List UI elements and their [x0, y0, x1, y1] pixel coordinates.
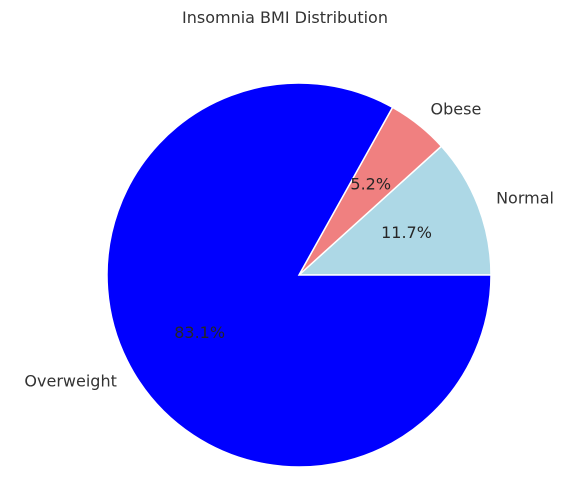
slice-label-overweight: Overweight — [24, 371, 116, 390]
slice-label-obese: Obese — [431, 99, 482, 118]
slices-layer — [106, 82, 492, 468]
pie-slice-normal — [297, 145, 492, 276]
slice-label-normal: Normal — [496, 189, 554, 208]
chart-title: Insomnia BMI Distribution — [182, 8, 388, 27]
slice-pct-obese: 5.2% — [350, 174, 391, 193]
labels-layer: Normal 11.7% Obese 5.2% Overweight 83.1% — [24, 99, 554, 390]
pie-slice-overweight — [106, 82, 492, 468]
slice-pct-normal: 11.7% — [381, 223, 432, 242]
slice-pct-overweight: 83.1% — [174, 323, 225, 342]
